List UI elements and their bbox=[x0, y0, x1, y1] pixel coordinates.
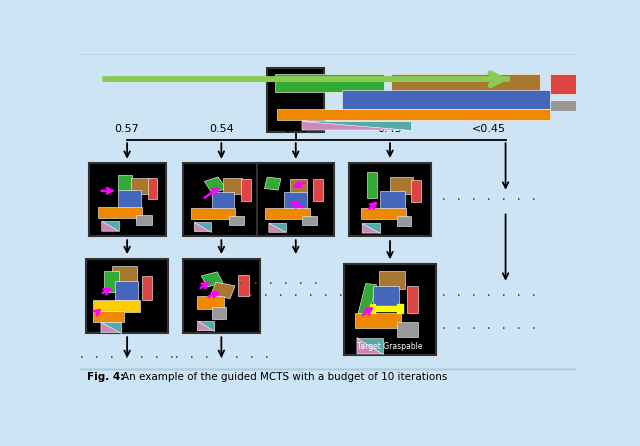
Bar bbox=[148, 178, 157, 199]
Bar bbox=[265, 208, 310, 219]
Polygon shape bbox=[102, 221, 118, 231]
Text: · · · · · · ·: · · · · · · · bbox=[222, 277, 320, 290]
Bar bbox=[142, 277, 152, 300]
Bar bbox=[349, 162, 431, 236]
Polygon shape bbox=[357, 338, 383, 354]
Bar bbox=[360, 208, 406, 219]
Polygon shape bbox=[102, 221, 118, 231]
Bar bbox=[118, 175, 132, 192]
Bar bbox=[131, 178, 150, 194]
Bar bbox=[397, 322, 417, 337]
Bar bbox=[284, 191, 307, 210]
Polygon shape bbox=[101, 322, 120, 333]
Bar bbox=[302, 216, 317, 225]
Polygon shape bbox=[204, 177, 226, 193]
Text: An example of the guided MCTS with a budget of 10 iterations: An example of the guided MCTS with a bud… bbox=[122, 372, 447, 382]
Text: Search sequence: Search sequence bbox=[403, 83, 511, 96]
Bar bbox=[370, 304, 375, 313]
Bar bbox=[275, 74, 384, 91]
Bar bbox=[397, 304, 403, 313]
Polygon shape bbox=[101, 322, 120, 333]
Polygon shape bbox=[201, 272, 223, 287]
Bar bbox=[191, 208, 235, 219]
Bar bbox=[104, 271, 119, 292]
Polygon shape bbox=[362, 223, 380, 233]
Bar bbox=[550, 100, 639, 112]
Bar bbox=[314, 179, 323, 201]
Bar bbox=[406, 286, 417, 313]
Bar bbox=[355, 313, 401, 327]
Bar bbox=[98, 206, 143, 218]
Bar bbox=[196, 296, 225, 309]
Bar bbox=[115, 281, 138, 300]
Bar bbox=[212, 191, 234, 210]
Bar bbox=[412, 180, 421, 202]
Bar bbox=[374, 306, 399, 311]
Bar bbox=[550, 74, 625, 94]
Polygon shape bbox=[357, 338, 383, 354]
Text: 0.46: 0.46 bbox=[284, 124, 308, 134]
FancyBboxPatch shape bbox=[77, 54, 579, 369]
Bar bbox=[93, 311, 124, 322]
Polygon shape bbox=[269, 223, 286, 232]
Bar bbox=[238, 275, 249, 296]
Bar bbox=[241, 179, 251, 201]
Text: · · · · · · ·: · · · · · · · bbox=[247, 289, 344, 302]
Bar bbox=[277, 109, 550, 120]
Bar bbox=[268, 68, 324, 132]
Polygon shape bbox=[362, 223, 380, 233]
Bar bbox=[93, 300, 140, 312]
Bar bbox=[183, 259, 260, 333]
Bar bbox=[113, 266, 137, 282]
Text: Target Graspable: Target Graspable bbox=[357, 342, 423, 351]
Polygon shape bbox=[195, 222, 211, 231]
Text: · · · · · · ·: · · · · · · · bbox=[173, 351, 270, 363]
Text: · · · · · · ·: · · · · · · · bbox=[440, 322, 538, 335]
Bar bbox=[379, 271, 404, 289]
Bar bbox=[118, 190, 141, 208]
Bar bbox=[89, 163, 166, 235]
Polygon shape bbox=[198, 321, 214, 330]
Text: 0.54: 0.54 bbox=[209, 124, 234, 134]
Text: · · · · · · ·: · · · · · · · bbox=[78, 351, 176, 363]
Bar bbox=[344, 264, 436, 355]
Polygon shape bbox=[264, 177, 281, 190]
Bar bbox=[397, 216, 412, 226]
Polygon shape bbox=[269, 223, 286, 232]
Polygon shape bbox=[195, 222, 211, 231]
Polygon shape bbox=[302, 120, 411, 130]
Bar bbox=[390, 178, 413, 194]
Polygon shape bbox=[198, 321, 214, 330]
Bar bbox=[391, 74, 540, 92]
Bar bbox=[183, 163, 260, 235]
Polygon shape bbox=[367, 172, 377, 198]
Text: 0.57: 0.57 bbox=[115, 124, 140, 134]
Bar bbox=[257, 163, 334, 235]
Bar bbox=[342, 91, 550, 109]
Polygon shape bbox=[358, 284, 376, 317]
Text: · · · · · · ·: · · · · · · · bbox=[440, 289, 538, 302]
Bar bbox=[136, 215, 152, 225]
Polygon shape bbox=[211, 282, 235, 299]
Bar bbox=[290, 179, 307, 194]
Text: <0.45: <0.45 bbox=[472, 124, 506, 134]
Text: 0.45: 0.45 bbox=[378, 124, 403, 134]
Text: Fig. 4:: Fig. 4: bbox=[88, 372, 125, 382]
Bar bbox=[380, 191, 404, 210]
Text: · · · · · · ·: · · · · · · · bbox=[440, 193, 538, 206]
Bar bbox=[223, 178, 242, 194]
Bar bbox=[229, 216, 244, 225]
Polygon shape bbox=[302, 120, 411, 130]
Bar bbox=[86, 259, 168, 333]
Bar bbox=[212, 307, 226, 319]
Bar bbox=[374, 286, 399, 310]
